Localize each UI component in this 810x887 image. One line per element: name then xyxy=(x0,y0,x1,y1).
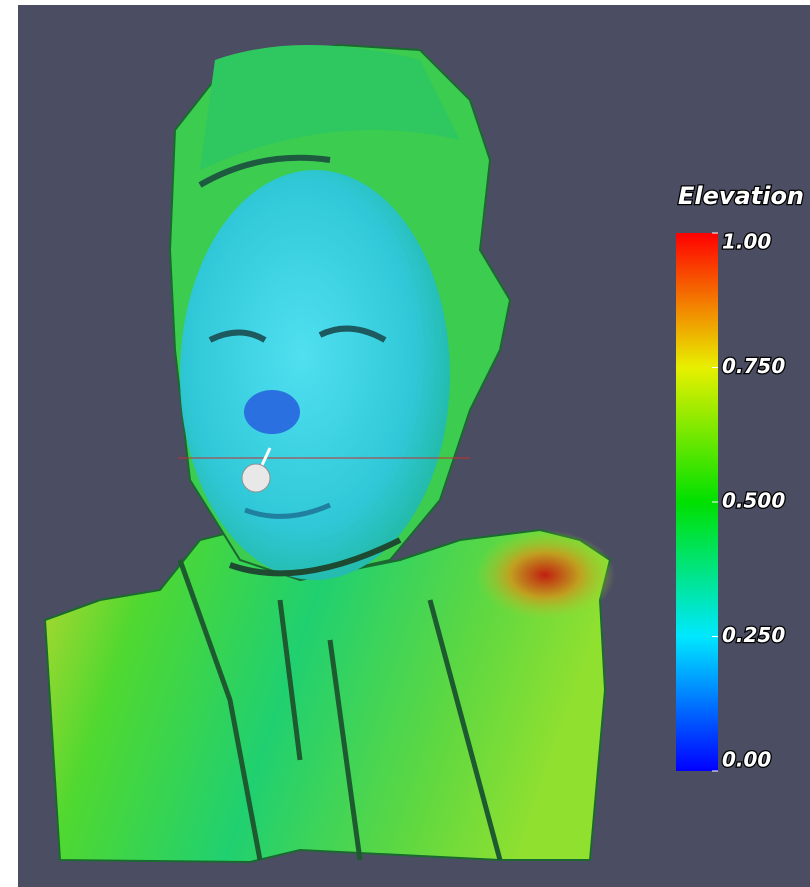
page: {"color_legend": {"title": "Elevation", … xyxy=(0,0,810,887)
tick-label: 0.500 xyxy=(722,489,785,513)
color-bar xyxy=(676,233,718,771)
tick-label: 1.00 xyxy=(722,230,771,254)
tick-label: 0.00 xyxy=(722,748,771,772)
tick-label: 0.250 xyxy=(722,623,785,647)
render-view: Elevation 1.00 0.750 0.500 0.250 0.00 xyxy=(0,0,810,887)
tick-label: 0.750 xyxy=(722,354,785,378)
legend-title: Elevation xyxy=(678,182,804,210)
